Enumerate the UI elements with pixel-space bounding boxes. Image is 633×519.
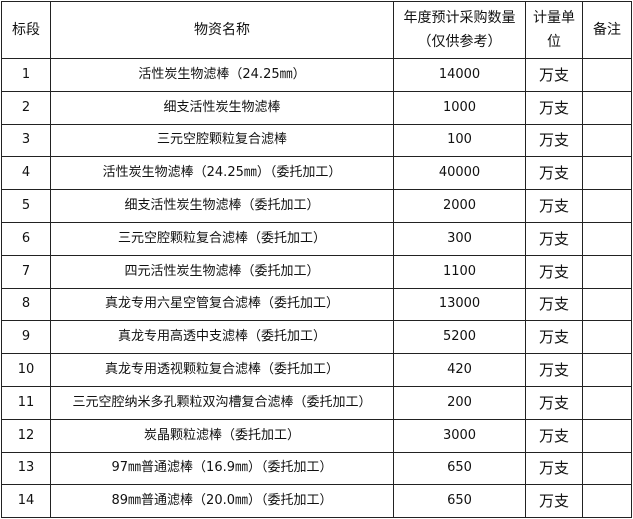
header-section: 标段 (1, 1, 51, 59)
header-qty-line2: （仅供参考） (417, 34, 502, 50)
table-row: 7 四元活性炭生物滤棒（委托加工） 1100 万支 (1, 254, 632, 289)
table-row: 11 三元空腔纳米多孔颗粒双沟槽复合滤棒（委托加工） 200 万支 (1, 385, 632, 420)
header-qty: 年度预计采购数量 （仅供参考） (393, 1, 526, 59)
cell-section: 12 (1, 418, 51, 453)
cell-unit: 万支 (525, 254, 583, 289)
cell-section: 10 (1, 353, 51, 387)
cell-qty: 650 (393, 451, 526, 486)
cell-name: 炭晶颗粒滤棒（委托加工） (50, 418, 394, 453)
cell-unit: 万支 (525, 189, 583, 223)
cell-unit: 万支 (525, 156, 583, 191)
cell-qty: 420 (393, 353, 526, 387)
header-remark: 备注 (582, 1, 632, 59)
cell-qty: 5200 (393, 320, 526, 355)
header-unit-line1: 计量单 (533, 10, 575, 26)
header-qty-line1: 年度预计采购数量 (403, 10, 516, 26)
cell-section: 8 (1, 287, 51, 322)
header-name: 物资名称 (50, 1, 394, 59)
cell-remark (582, 254, 632, 289)
cell-unit: 万支 (525, 221, 583, 256)
cell-section: 11 (1, 385, 51, 420)
cell-name: 细支活性炭生物滤棒 (50, 90, 394, 125)
table-row: 2 细支活性炭生物滤棒 1000 万支 (1, 90, 632, 125)
cell-section: 6 (1, 221, 51, 256)
cell-remark (582, 123, 632, 158)
cell-unit: 万支 (525, 484, 583, 519)
cell-remark (582, 287, 632, 322)
cell-unit: 万支 (525, 451, 583, 486)
cell-remark (582, 385, 632, 420)
cell-remark (582, 484, 632, 519)
cell-name: 细支活性炭生物滤棒（委托加工） (50, 189, 394, 223)
cell-qty: 650 (393, 484, 526, 519)
cell-name: 活性炭生物滤棒（24.25㎜）（委托加工） (50, 156, 394, 191)
cell-unit: 万支 (525, 418, 583, 453)
table-row: 8 真龙专用六星空管复合滤棒（委托加工） 13000 万支 (1, 287, 632, 322)
cell-section: 14 (1, 484, 51, 519)
cell-qty: 40000 (393, 156, 526, 191)
table-row: 1 活性炭生物滤棒（24.25㎜） 14000 万支 (1, 58, 632, 92)
cell-name: 97㎜普通滤棒（16.9㎜）（委托加工） (50, 451, 394, 486)
table-row: 12 炭晶颗粒滤棒（委托加工） 3000 万支 (1, 418, 632, 453)
table-row: 9 真龙专用高透中支滤棒（委托加工） 5200 万支 (1, 320, 632, 355)
cell-section: 3 (1, 123, 51, 158)
cell-name: 三元空腔纳米多孔颗粒双沟槽复合滤棒（委托加工） (50, 385, 394, 420)
table-row: 6 三元空腔颗粒复合滤棒（委托加工） 300 万支 (1, 221, 632, 256)
cell-name: 89㎜普通滤棒（20.0㎜）（委托加工） (50, 484, 394, 519)
cell-qty: 300 (393, 221, 526, 256)
header-unit-line2: 位 (547, 34, 561, 50)
table-row: 5 细支活性炭生物滤棒（委托加工） 2000 万支 (1, 189, 632, 223)
cell-name: 真龙专用六星空管复合滤棒（委托加工） (50, 287, 394, 322)
cell-qty: 13000 (393, 287, 526, 322)
cell-unit: 万支 (525, 90, 583, 125)
cell-section: 2 (1, 90, 51, 125)
cell-qty: 14000 (393, 58, 526, 92)
cell-unit: 万支 (525, 58, 583, 92)
cell-remark (582, 353, 632, 387)
table-header: 标段 物资名称 年度预计采购数量 （仅供参考） 计量单位 备注 (1, 1, 632, 59)
cell-unit: 万支 (525, 353, 583, 387)
cell-remark (582, 58, 632, 92)
cell-name: 三元空腔颗粒复合滤棒（委托加工） (50, 221, 394, 256)
table-row: 14 89㎜普通滤棒（20.0㎜）（委托加工） 650 万支 (1, 484, 632, 519)
cell-name: 活性炭生物滤棒（24.25㎜） (50, 58, 394, 92)
cell-qty: 3000 (393, 418, 526, 453)
cell-qty: 1100 (393, 254, 526, 289)
cell-remark (582, 189, 632, 223)
cell-section: 4 (1, 156, 51, 191)
cell-unit: 万支 (525, 385, 583, 420)
cell-remark (582, 221, 632, 256)
cell-section: 7 (1, 254, 51, 289)
cell-qty: 100 (393, 123, 526, 158)
cell-unit: 万支 (525, 287, 583, 322)
cell-remark (582, 451, 632, 486)
cell-unit: 万支 (525, 123, 583, 158)
cell-section: 1 (1, 58, 51, 92)
cell-section: 5 (1, 189, 51, 223)
cell-qty: 2000 (393, 189, 526, 223)
cell-qty: 200 (393, 385, 526, 420)
cell-name: 真龙专用透视颗粒复合滤棒（委托加工） (50, 353, 394, 387)
cell-unit: 万支 (525, 320, 583, 355)
cell-remark (582, 90, 632, 125)
cell-remark (582, 156, 632, 191)
cell-section: 13 (1, 451, 51, 486)
cell-remark (582, 418, 632, 453)
table-row: 10 真龙专用透视颗粒复合滤棒（委托加工） 420 万支 (1, 353, 632, 387)
cell-remark (582, 320, 632, 355)
table-row: 3 三元空腔颗粒复合滤棒 100 万支 (1, 123, 632, 158)
header-unit: 计量单位 (525, 1, 583, 59)
cell-section: 9 (1, 320, 51, 355)
cell-name: 四元活性炭生物滤棒（委托加工） (50, 254, 394, 289)
cell-name: 真龙专用高透中支滤棒（委托加工） (50, 320, 394, 355)
cell-qty: 1000 (393, 90, 526, 125)
table-row: 13 97㎜普通滤棒（16.9㎜）（委托加工） 650 万支 (1, 451, 632, 486)
table-row: 4 活性炭生物滤棒（24.25㎜）（委托加工） 40000 万支 (1, 156, 632, 191)
cell-name: 三元空腔颗粒复合滤棒 (50, 123, 394, 158)
